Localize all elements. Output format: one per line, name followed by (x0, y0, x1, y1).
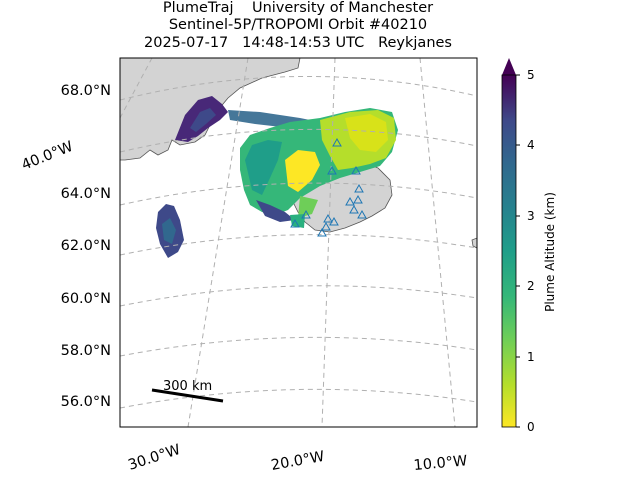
plume-main-cloud (240, 108, 398, 228)
lon-label-10w: 10.0°W (413, 453, 468, 474)
colorbar-extend-arrow (502, 58, 516, 75)
colorbar-ticks: 5 4 3 2 1 0 (516, 68, 535, 434)
lon-label-20w: 20.0°W (270, 449, 326, 474)
colorbar-tick-3: 3 (527, 209, 535, 223)
lat-labels: 68.0°N 64.0°N 62.0°N 60.0°N 58.0°N 56.0°… (61, 83, 111, 410)
title-line-2: Sentinel-5P/TROPOMI Orbit #40210 (168, 17, 428, 33)
scale-bar (151, 388, 224, 403)
lat-label-56: 56.0°N (61, 394, 111, 410)
graticule (120, 58, 477, 427)
lon-label-30w: 30.0°W (126, 442, 182, 474)
lat-label-64: 64.0°N (61, 186, 111, 202)
colorbar-tick-1: 1 (527, 350, 535, 364)
coast-fragment (471, 237, 477, 249)
colorbar: 5 4 3 2 1 0 Plume Altitude (km) (501, 58, 557, 434)
map-panel: 300 km (120, 58, 477, 427)
scale-label: 300 km (163, 379, 212, 394)
colorbar-gradient (501, 74, 517, 428)
colorbar-label: Plume Altitude (km) (543, 192, 557, 312)
lat-label-62: 62.0°N (61, 238, 111, 254)
title-line-1: PlumeTraj University of Manchester (162, 0, 434, 16)
colorbar-tick-2: 2 (527, 279, 535, 293)
lon-labels: 30.0°W 20.0°W 10.0°W (126, 442, 468, 474)
lon-label-40w: 40.0°W (20, 139, 76, 174)
plume-southwest-patch (156, 204, 184, 258)
colorbar-tick-0: 0 (527, 420, 535, 434)
volcano-markers (290, 137, 367, 237)
lat-label-60: 60.0°N (61, 291, 111, 307)
map-frame (119, 57, 478, 428)
colorbar-tick-4: 4 (527, 138, 535, 152)
title-line-3: 2025-07-17 14:48-14:53 UTC Reykjanes (144, 35, 452, 51)
colorbar-tick-5: 5 (527, 68, 535, 82)
lat-label-68: 68.0°N (61, 83, 111, 99)
lat-label-58: 58.0°N (61, 343, 111, 359)
